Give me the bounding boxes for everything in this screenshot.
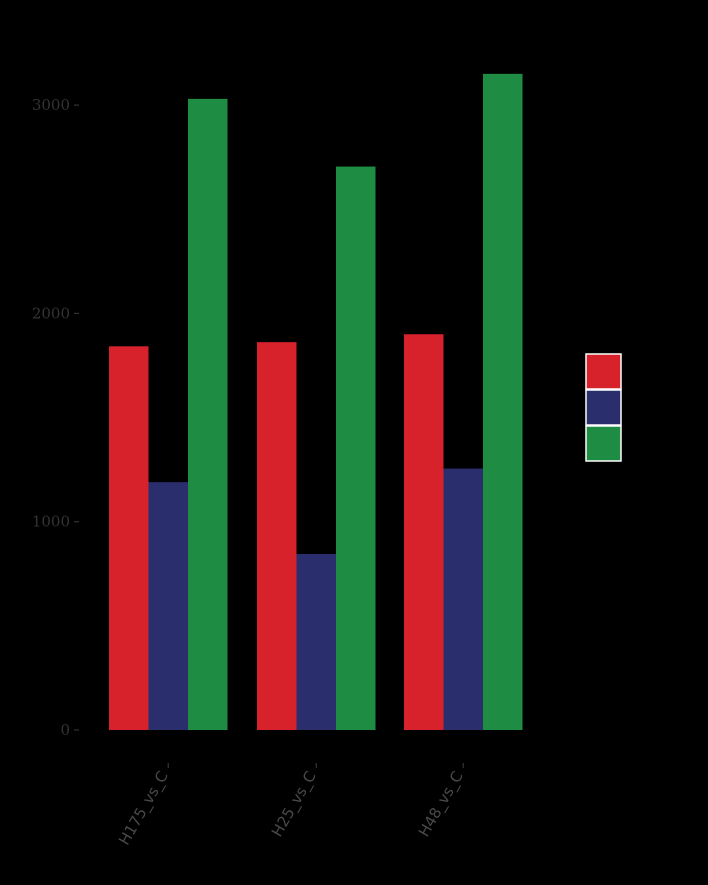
bar-H175_vs_C-series-1 <box>109 346 149 730</box>
y-tick-label: 3000 <box>32 96 70 114</box>
x-axis: H175_vs_C H25_vs_C H48_vs_C <box>115 763 468 849</box>
bar-H175_vs_C-series-2 <box>148 482 188 730</box>
legend-swatch-2 <box>585 389 622 426</box>
x-tick-label: H25_vs_C <box>268 768 321 840</box>
legend-swatch-1 <box>585 353 622 390</box>
legend-swatch-3 <box>585 425 622 462</box>
y-tick-label: 2000 <box>32 304 70 322</box>
bar-H25_vs_C-series-1 <box>257 342 297 730</box>
y-tick-label: 0 <box>60 721 70 739</box>
bar-H48_vs_C-series-1 <box>404 334 444 730</box>
y-tick-label: 1000 <box>32 513 70 531</box>
x-tick-label: H175_vs_C <box>115 768 172 849</box>
x-tick-label: H48_vs_C <box>415 768 468 840</box>
bar-H48_vs_C-series-3 <box>483 73 523 731</box>
legend <box>585 353 622 462</box>
bar-H175_vs_C-series-3 <box>188 98 228 730</box>
bar-H25_vs_C-series-2 <box>296 553 336 730</box>
y-axis: 0 1000 2000 3000 <box>32 96 79 739</box>
plot-area <box>109 73 523 731</box>
bar-H25_vs_C-series-3 <box>336 166 376 731</box>
bar-H48_vs_C-series-2 <box>443 468 483 730</box>
